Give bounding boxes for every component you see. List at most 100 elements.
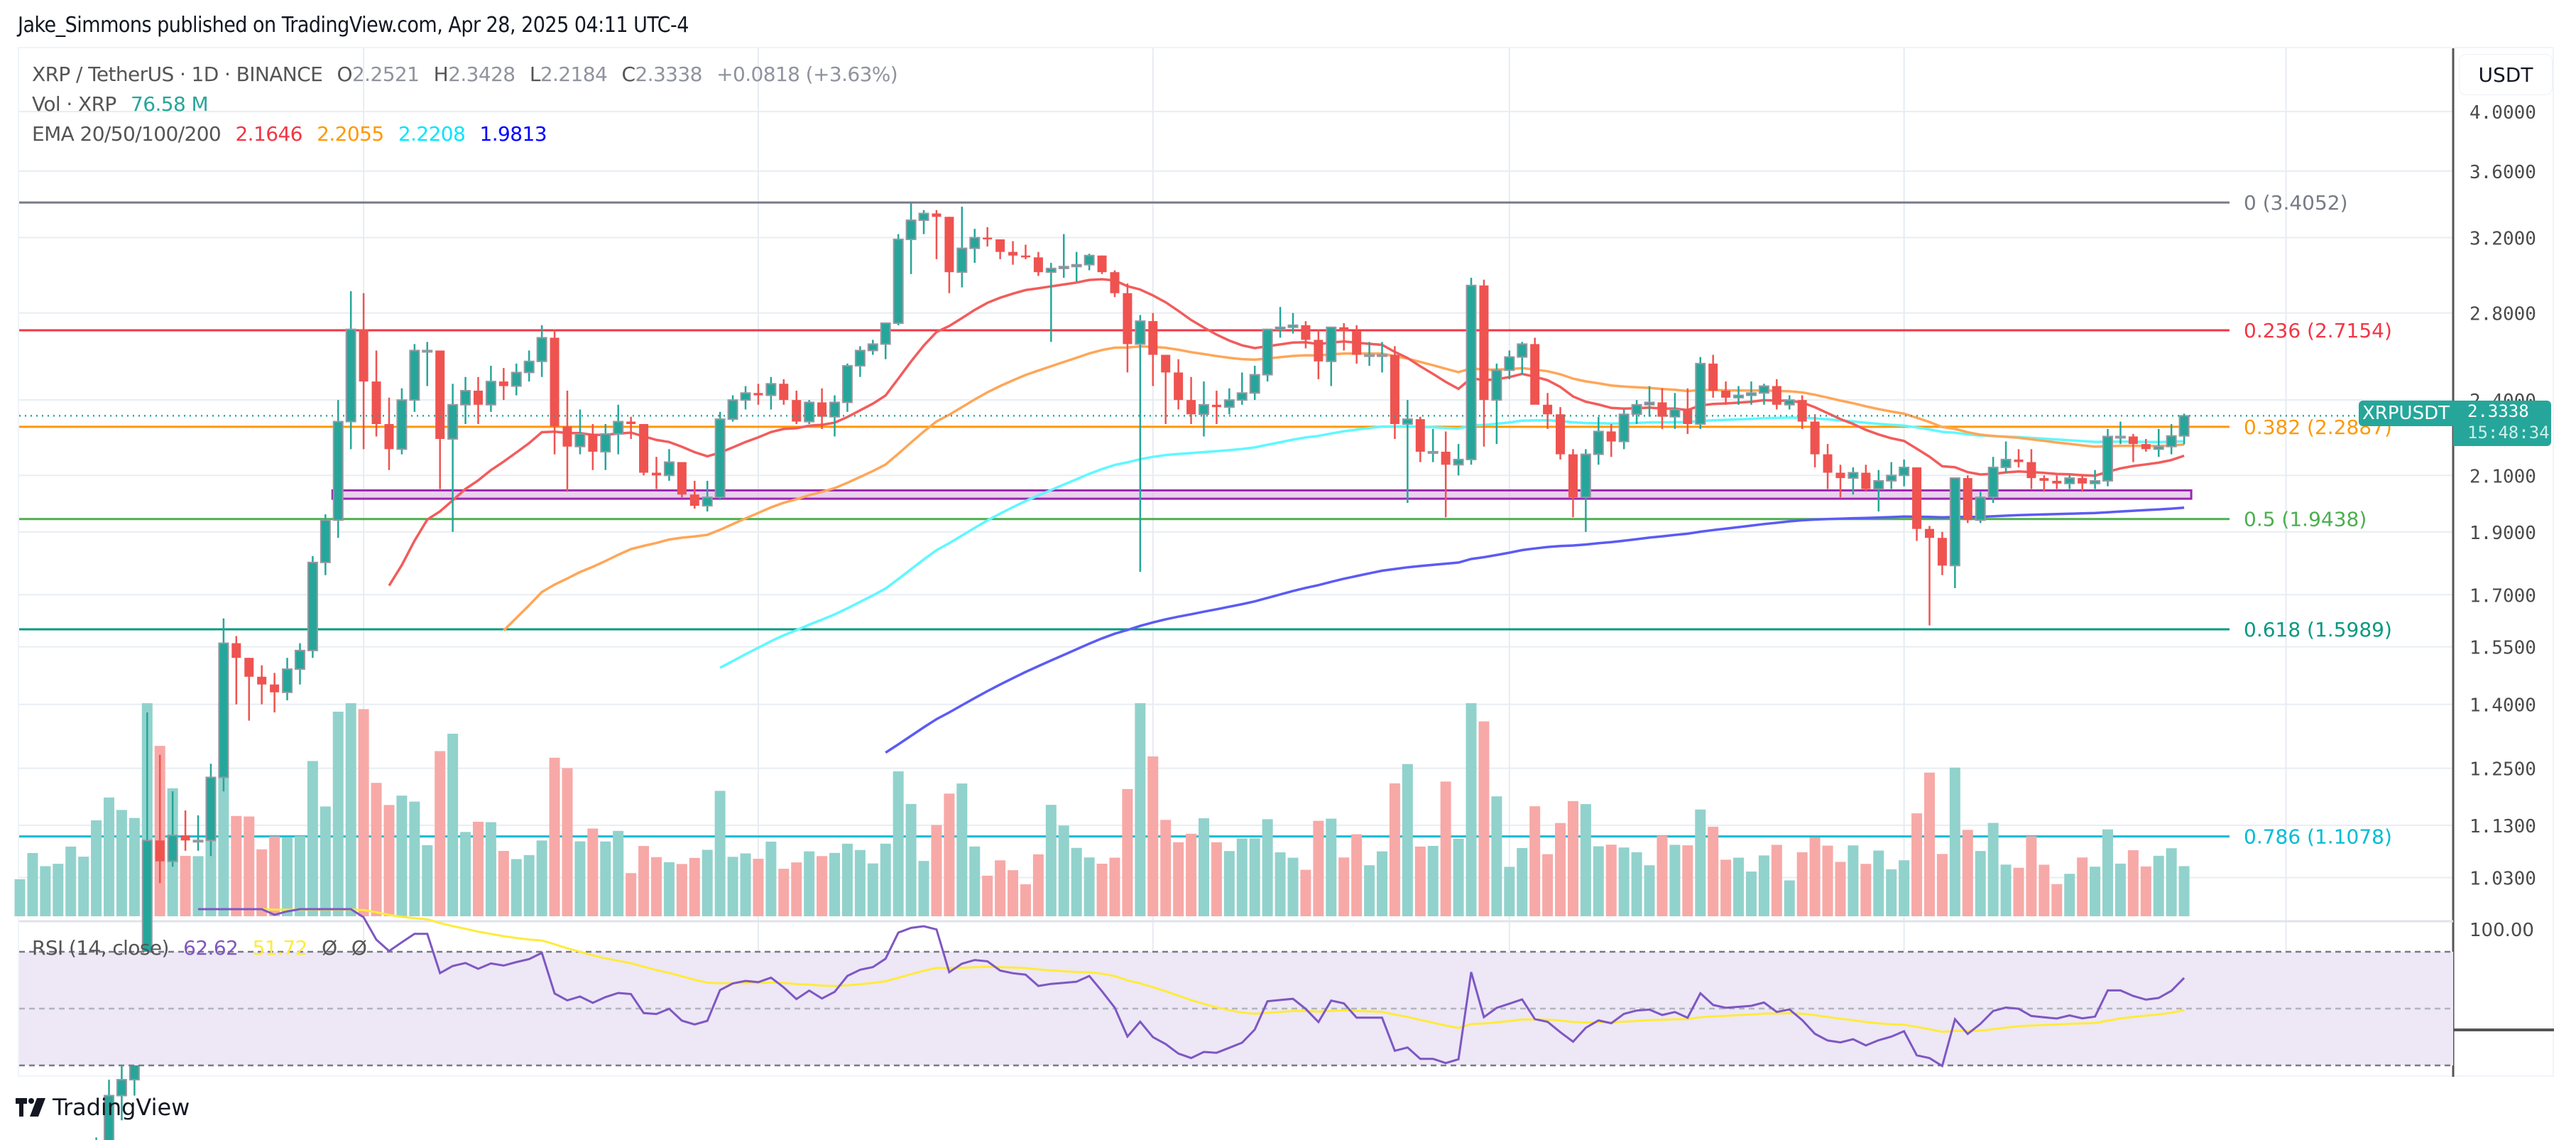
- volume-bar: [1848, 845, 1859, 916]
- volume-bar: [1338, 857, 1350, 916]
- rsi-ma-value: 51.72: [252, 936, 308, 960]
- candle-body: [1008, 251, 1018, 256]
- volume-bar: [282, 837, 293, 916]
- volume-bar: [1695, 809, 1706, 916]
- volume-label[interactable]: Vol · XRP: [32, 92, 116, 116]
- candle-body: [1045, 267, 1057, 273]
- candle-body: [2039, 478, 2049, 481]
- candle-body: [1618, 413, 1630, 443]
- ohlc-legend: XRP / TetherUS · 1D · BINANCE O2.2521 H2…: [32, 63, 906, 86]
- candle-body: [1339, 327, 1349, 332]
- candle-body: [1631, 403, 1642, 416]
- volume-bar: [2026, 836, 2037, 916]
- candle-body: [613, 420, 624, 435]
- candle-body: [1211, 404, 1221, 408]
- ema-label[interactable]: EMA 20/50/100/200: [32, 122, 222, 146]
- candle-body: [1377, 354, 1388, 357]
- candle-body: [1135, 320, 1146, 345]
- symbol-title[interactable]: XRP / TetherUS · 1D · BINANCE: [32, 63, 323, 86]
- volume-bar: [1466, 703, 1477, 916]
- candle-body: [1174, 372, 1184, 401]
- candle-body: [1453, 458, 1464, 466]
- candle-body: [727, 399, 738, 420]
- volume-bar: [2127, 849, 2139, 916]
- volume-bar: [1364, 865, 1375, 916]
- candle-body: [104, 1095, 115, 1140]
- ema20-line: [388, 278, 2185, 587]
- volume-bar: [1771, 845, 1782, 916]
- chart-frame: [18, 47, 2554, 1077]
- volume-bar: [1173, 842, 1184, 916]
- volume-bar: [1032, 854, 1044, 916]
- candle-body: [1033, 257, 1043, 273]
- volume-bar: [14, 879, 26, 916]
- volume-bar: [854, 849, 866, 916]
- candle-body: [511, 371, 522, 387]
- volume-bar: [1936, 854, 1948, 916]
- price-tick-label: 1.2500: [2469, 759, 2536, 781]
- tradingview-brand: TradingView: [53, 1094, 190, 1121]
- volume-bar: [1478, 721, 1490, 916]
- candle-body: [2141, 444, 2151, 450]
- volume-bar: [1275, 852, 1286, 916]
- fib-level-label: 0.786 (1.1078): [2244, 825, 2392, 849]
- candle-body: [167, 835, 178, 862]
- support-zone-box[interactable]: [331, 489, 2193, 500]
- ema200-value: 1.9813: [479, 122, 547, 146]
- candle-body: [1287, 324, 1299, 328]
- candle-body: [779, 384, 789, 401]
- volume-bar: [1733, 857, 1745, 916]
- volume-bar: [180, 855, 191, 916]
- ema50-value: 2.2055: [317, 122, 384, 146]
- volume-bar: [1618, 847, 1630, 916]
- publisher-line: Jake_Simmons published on TradingView.co…: [18, 13, 689, 38]
- candle-body: [294, 649, 305, 671]
- tradingview-logo[interactable]: TradingView: [16, 1094, 190, 1121]
- candle-body: [652, 472, 661, 476]
- candle-body: [1161, 354, 1171, 373]
- volume-bar: [1135, 703, 1146, 916]
- candle-body: [359, 329, 369, 382]
- volume-bar: [269, 836, 280, 916]
- candle-body: [740, 392, 751, 401]
- candle-body: [2064, 477, 2075, 484]
- volume-bar: [2064, 874, 2075, 916]
- rsi-tick-label: 100.00: [2469, 920, 2534, 941]
- volume-bar: [1542, 854, 1554, 916]
- candle-body: [422, 349, 433, 353]
- candle-body: [1517, 343, 1528, 358]
- close-value: 2.3338: [635, 63, 702, 86]
- candle-body: [1301, 325, 1311, 340]
- volume-bar: [129, 818, 140, 916]
- currency-button[interactable]: USDT: [2459, 54, 2553, 95]
- candle-body: [2102, 435, 2114, 482]
- volume-bar: [689, 857, 700, 916]
- volume-bar: [409, 801, 420, 916]
- candle-body: [639, 424, 649, 473]
- ema-legend: EMA 20/50/100/200 2.1646 2.2055 2.2208 1…: [32, 122, 555, 146]
- volume-bar: [2166, 848, 2177, 916]
- candle-body: [396, 399, 408, 450]
- volume-bar: [1453, 838, 1464, 916]
- volume-bar: [1924, 772, 1935, 916]
- candle-body: [498, 381, 508, 386]
- candle-body: [155, 840, 165, 862]
- candle-body: [1249, 374, 1260, 394]
- candle-body: [944, 217, 954, 273]
- volume-bar: [65, 846, 77, 916]
- candle-body: [753, 393, 763, 396]
- candle-body: [1402, 418, 1413, 425]
- volume-bar: [1631, 852, 1642, 916]
- candle-body: [893, 239, 904, 324]
- volume-bar: [1708, 826, 1719, 916]
- candle-body: [1352, 331, 1362, 355]
- volume-bar: [1593, 846, 1604, 916]
- volume-bar: [651, 857, 662, 916]
- rsi-line: [198, 908, 2185, 1068]
- volume-bar: [536, 840, 547, 916]
- candle-body: [588, 433, 598, 452]
- volume-bar: [91, 820, 102, 916]
- rsi-label[interactable]: RSI (14, close): [32, 936, 169, 960]
- volume-bar: [1351, 834, 1363, 916]
